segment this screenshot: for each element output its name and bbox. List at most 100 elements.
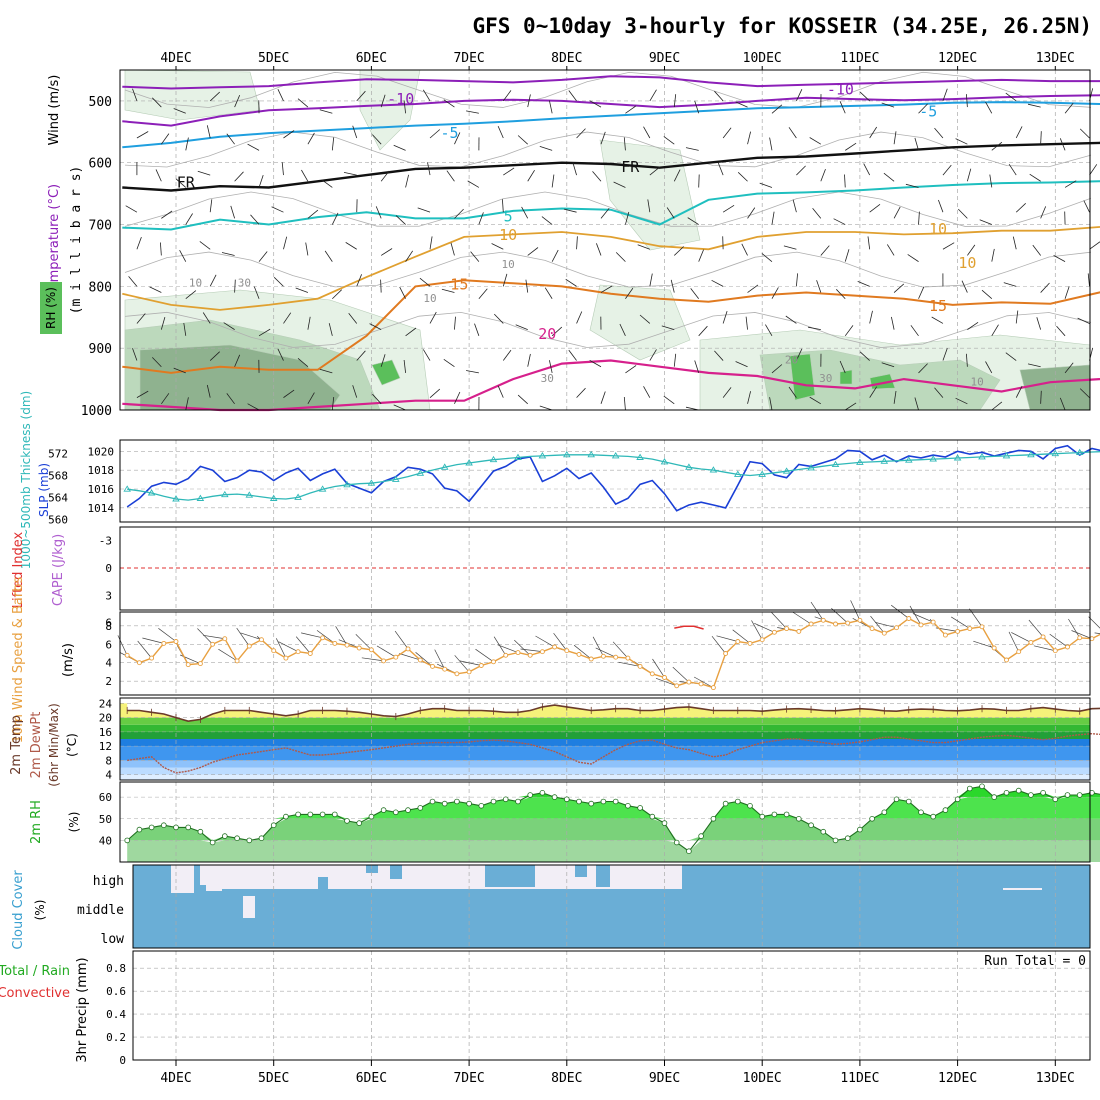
- wind-barb: [714, 90, 724, 102]
- chart-title: GFS 0~10day 3-hourly for KOSSEIR (34.25E…: [472, 14, 1092, 38]
- wind10-point: [381, 658, 387, 664]
- wind10-point: [356, 645, 362, 651]
- wind-barb: [563, 208, 577, 213]
- wind10-barb: [754, 622, 775, 633]
- rh-shading: [789, 353, 816, 401]
- wind-barb: [454, 391, 461, 404]
- contour-label: FR: [177, 173, 196, 191]
- wind-barb: [234, 171, 244, 182]
- rh2m-point: [600, 798, 607, 805]
- wind-barb: [419, 277, 431, 287]
- wind-barb: [372, 393, 382, 405]
- wind-barb: [209, 199, 213, 213]
- rh2m-point: [209, 839, 216, 846]
- wind-barb: [788, 127, 797, 139]
- rh-shading: [589, 284, 691, 361]
- wind-barb: [722, 310, 728, 324]
- wind-barb: [942, 88, 948, 102]
- wind-barb: [765, 324, 773, 337]
- wind-barb: [722, 127, 732, 139]
- wind-barb: [551, 249, 559, 262]
- wind-legend: Wind (m/s): [47, 75, 62, 146]
- wind10-barb: [831, 608, 848, 624]
- wind10-barb: [137, 640, 152, 659]
- rh2m-point: [979, 783, 985, 790]
- wind-barb: [380, 94, 386, 108]
- wind10-barb: [711, 635, 726, 654]
- wind-barb: [966, 94, 968, 108]
- wind-barb: [422, 89, 431, 102]
- wind-barb: [250, 214, 260, 225]
- li-line: [674, 625, 704, 630]
- thickness-marker: [1075, 448, 1084, 456]
- wind10-point: [564, 648, 570, 654]
- wind-barb: [467, 180, 480, 188]
- day-label-bottom: 13DEC: [1036, 1071, 1075, 1086]
- thickness-line: [127, 451, 1100, 501]
- wind-barb: [234, 279, 236, 293]
- rh2m-point: [331, 811, 338, 818]
- wind-barb: [427, 162, 431, 176]
- rh2m-point: [698, 833, 704, 839]
- wind-barb: [600, 391, 606, 404]
- wind10-barb: [240, 632, 262, 640]
- wind10-barb: [1008, 631, 1019, 652]
- wind-barb: [1027, 363, 1041, 368]
- contour-label: 10: [189, 276, 202, 289]
- wind-barb: [356, 274, 362, 287]
- rh2m-point: [734, 798, 741, 805]
- wind-barb: [297, 98, 309, 108]
- wind-barb: [931, 316, 944, 324]
- rh2m-point: [1052, 796, 1059, 803]
- wind10-point: [894, 625, 899, 631]
- precip-tick: 0: [119, 1054, 126, 1067]
- rh2m-point: [551, 794, 558, 800]
- wind-barb: [747, 284, 759, 293]
- wind-barb: [494, 313, 504, 324]
- wind10-point: [649, 671, 655, 677]
- wind-barb: [1036, 317, 1042, 330]
- rh2m-point: [197, 828, 204, 835]
- wind10-label: 10m Wind Speed & Barbs: [11, 577, 26, 744]
- wind-barb: [307, 316, 311, 330]
- wind-barb: [393, 144, 406, 151]
- wind10-point: [796, 628, 802, 634]
- wind-barb: [161, 133, 170, 145]
- wind-barb: [155, 169, 162, 182]
- thickness-marker: [367, 479, 376, 486]
- thickness-marker: [538, 452, 547, 459]
- rh2m-point: [808, 822, 814, 828]
- contour-label: 20: [785, 354, 798, 367]
- wind-barb: [722, 204, 735, 213]
- wind10-barb: [434, 649, 445, 670]
- wind-barb: [796, 89, 803, 102]
- thickness-marker: [636, 453, 644, 460]
- wind-barb: [417, 207, 431, 213]
- wind-barb: [918, 363, 928, 374]
- contour-label: 30: [238, 276, 251, 289]
- wind-barb: [372, 134, 382, 145]
- wind10-barb: [415, 652, 433, 667]
- li-tick: -3: [99, 535, 112, 548]
- thickness-marker: [514, 453, 522, 460]
- wind10-barb: [716, 635, 738, 642]
- wind-barb: [891, 316, 895, 330]
- wind-barb: [395, 215, 406, 225]
- rh2m-point: [576, 798, 582, 805]
- wind10-barb: [376, 645, 397, 658]
- cloud-tick: low: [101, 932, 125, 947]
- rh2m-point: [185, 824, 192, 831]
- rh2m-point: [1064, 792, 1071, 798]
- wind-barb: [869, 310, 873, 324]
- wind-barb: [175, 178, 187, 188]
- wind-barb: [209, 274, 217, 287]
- rh2m-point: [918, 809, 924, 816]
- wind-barb: [1079, 388, 1090, 398]
- wind-barb: [1015, 126, 1023, 139]
- rh2m-point: [441, 800, 448, 807]
- wind10-point: [808, 621, 814, 627]
- wind-barb: [539, 405, 553, 411]
- wind-barb: [128, 276, 138, 287]
- wind10-barb: [652, 658, 665, 678]
- wind10-barb: [399, 653, 421, 661]
